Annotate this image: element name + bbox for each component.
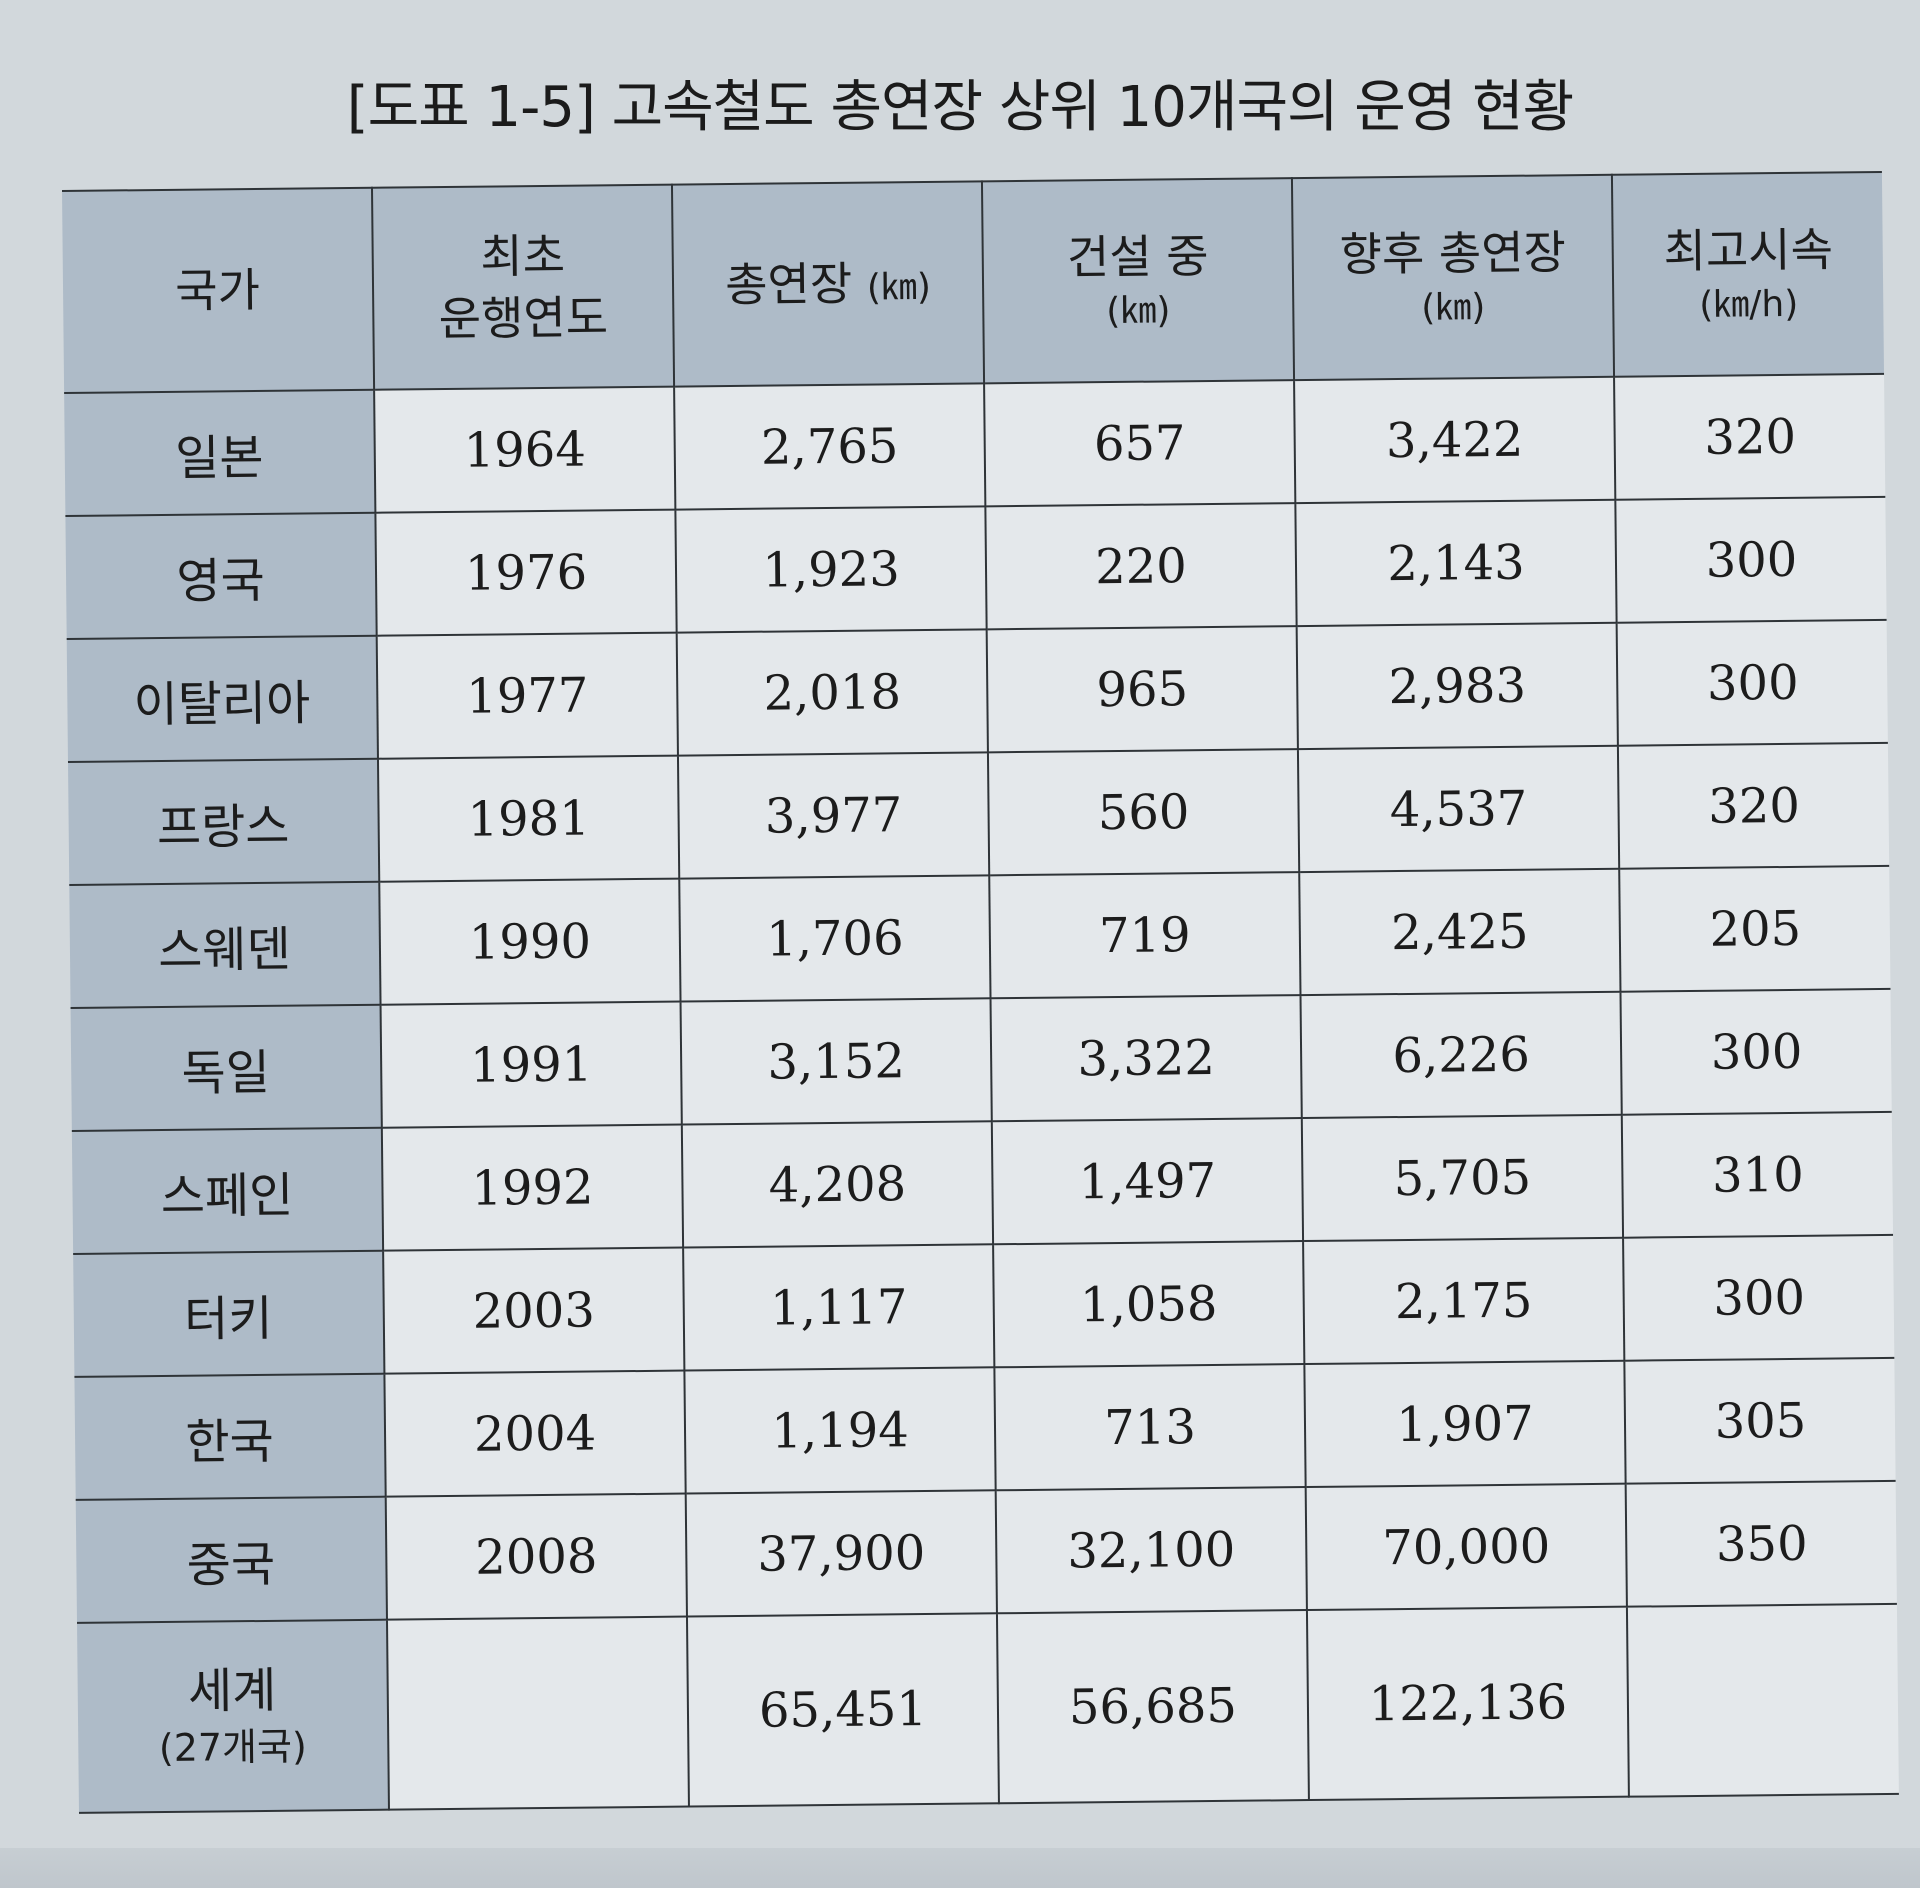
page-bottom-edge	[0, 1848, 1920, 1888]
header-under-construction: 건설 중 (㎞)	[981, 178, 1295, 384]
under-construction-cell: 965	[986, 626, 1298, 753]
world-label: 세계	[187, 1662, 277, 1720]
future-length-cell: 2,175	[1303, 1237, 1625, 1365]
under-construction-cell: 56,685	[996, 1610, 1309, 1804]
table-row: 독일 1991 3,152 3,322 6,226 300	[70, 988, 1892, 1131]
total-row: 세계 (27개국) 65,451 56,685 122,136	[77, 1603, 1899, 1813]
table-row: 일본 1964 2,765 657 3,422 320	[64, 373, 1886, 516]
max-speed-cell: 350	[1625, 1480, 1897, 1607]
total-length-cell: 2,018	[676, 629, 988, 756]
under-construction-cell: 1,058	[993, 1241, 1305, 1368]
country-cell: 이탈리아	[66, 635, 378, 762]
under-construction-cell: 713	[994, 1364, 1306, 1491]
country-cell: 스페인	[71, 1127, 384, 1254]
max-speed-cell: 305	[1624, 1357, 1896, 1484]
year-cell: 1964	[374, 386, 676, 513]
table-row: 터키 2003 1,117 1,058 2,175 300	[73, 1234, 1895, 1377]
future-length-cell: 122,136	[1306, 1606, 1629, 1801]
max-speed-cell	[1626, 1603, 1899, 1797]
table-row: 프랑스 1981 3,977 560 4,537 320	[67, 742, 1890, 885]
world-total-label-cell: 세계 (27개국)	[77, 1619, 389, 1813]
table-row: 한국 2004 1,194 713 1,907 305	[74, 1357, 1896, 1500]
future-length-cell: 5,705	[1301, 1114, 1624, 1242]
future-length-cell: 70,000	[1305, 1483, 1627, 1611]
total-length-cell: 2,765	[674, 383, 986, 510]
country-cell: 일본	[64, 389, 376, 516]
year-cell: 1992	[381, 1124, 684, 1251]
page-title: [도표 1-5] 고속철도 총연장 상위 10개국의 운영 현황	[346, 75, 1574, 140]
under-construction-cell: 560	[987, 749, 1300, 876]
total-length-cell: 1,706	[679, 875, 991, 1002]
under-construction-cell: 3,322	[990, 995, 1302, 1122]
max-speed-cell: 300	[1620, 988, 1892, 1115]
header-future-length: 향후 총연장 (㎞)	[1291, 174, 1615, 381]
max-speed-cell: 300	[1615, 496, 1887, 623]
country-cell: 중국	[75, 1496, 387, 1623]
future-length-cell: 2,143	[1295, 499, 1617, 627]
under-construction-cell: 1,497	[991, 1118, 1304, 1245]
country-cell: 한국	[74, 1373, 386, 1500]
under-construction-cell: 32,100	[995, 1487, 1307, 1614]
table-row: 스페인 1992 4,208 1,497 5,705 310	[71, 1111, 1894, 1254]
year-cell	[386, 1616, 689, 1810]
country-cell: 스웨덴	[69, 881, 381, 1008]
total-length-cell: 3,152	[680, 998, 992, 1125]
future-length-cell: 2,425	[1299, 868, 1621, 996]
country-cell: 독일	[70, 1004, 382, 1131]
data-table-container: 국가 최초 운행연도 총연장 (㎞) 건설 중 (㎞) 향후 총연장 (㎞)	[62, 171, 1899, 1814]
year-cell: 2003	[383, 1247, 685, 1374]
year-cell: 1977	[376, 632, 678, 759]
max-speed-cell: 320	[1617, 742, 1890, 869]
country-cell: 터키	[73, 1250, 385, 1377]
total-length-cell: 1,923	[675, 506, 987, 633]
year-cell: 1990	[379, 878, 681, 1005]
year-cell: 2004	[384, 1370, 686, 1497]
world-country-count: (27개국)	[158, 1724, 308, 1770]
total-length-cell: 1,194	[684, 1367, 996, 1494]
total-length-cell: 1,117	[683, 1244, 995, 1371]
country-cell: 영국	[65, 512, 377, 639]
header-first-year: 최초 운행연도	[371, 184, 675, 390]
year-cell: 1976	[375, 509, 677, 636]
data-table: 국가 최초 운행연도 총연장 (㎞) 건설 중 (㎞) 향후 총연장 (㎞)	[62, 171, 1899, 1814]
future-length-cell: 3,422	[1294, 376, 1616, 504]
under-construction-cell: 719	[989, 872, 1301, 999]
header-country: 국가	[62, 187, 375, 393]
max-speed-cell: 310	[1621, 1111, 1894, 1238]
country-cell: 프랑스	[67, 758, 380, 885]
year-cell: 2008	[385, 1493, 687, 1620]
total-length-cell: 4,208	[681, 1121, 994, 1248]
future-length-cell: 4,537	[1297, 745, 1620, 873]
table-row: 중국 2008 37,900 32,100 70,000 350	[75, 1480, 1897, 1623]
header-row: 국가 최초 운행연도 총연장 (㎞) 건설 중 (㎞) 향후 총연장 (㎞)	[62, 171, 1885, 393]
table-row: 이탈리아 1977 2,018 965 2,983 300	[66, 619, 1888, 762]
header-total-length: 총연장 (㎞)	[671, 181, 985, 387]
table-row: 스웨덴 1990 1,706 719 2,425 205	[69, 865, 1891, 1008]
under-construction-cell: 220	[985, 503, 1297, 630]
max-speed-cell: 205	[1619, 865, 1891, 992]
future-length-cell: 6,226	[1300, 991, 1622, 1119]
max-speed-cell: 300	[1616, 619, 1888, 746]
total-length-cell: 65,451	[686, 1613, 999, 1807]
under-construction-cell: 657	[984, 380, 1296, 507]
max-speed-cell: 320	[1614, 373, 1886, 500]
table-row: 영국 1976 1,923 220 2,143 300	[65, 496, 1887, 639]
max-speed-cell: 300	[1623, 1234, 1895, 1361]
year-cell: 1991	[380, 1001, 682, 1128]
total-length-cell: 3,977	[677, 752, 990, 879]
header-max-speed: 최고시속 (㎞/h)	[1611, 171, 1885, 377]
total-length-cell: 37,900	[685, 1490, 997, 1617]
future-length-cell: 1,907	[1304, 1360, 1626, 1488]
future-length-cell: 2,983	[1296, 622, 1618, 750]
year-cell: 1981	[377, 755, 680, 882]
